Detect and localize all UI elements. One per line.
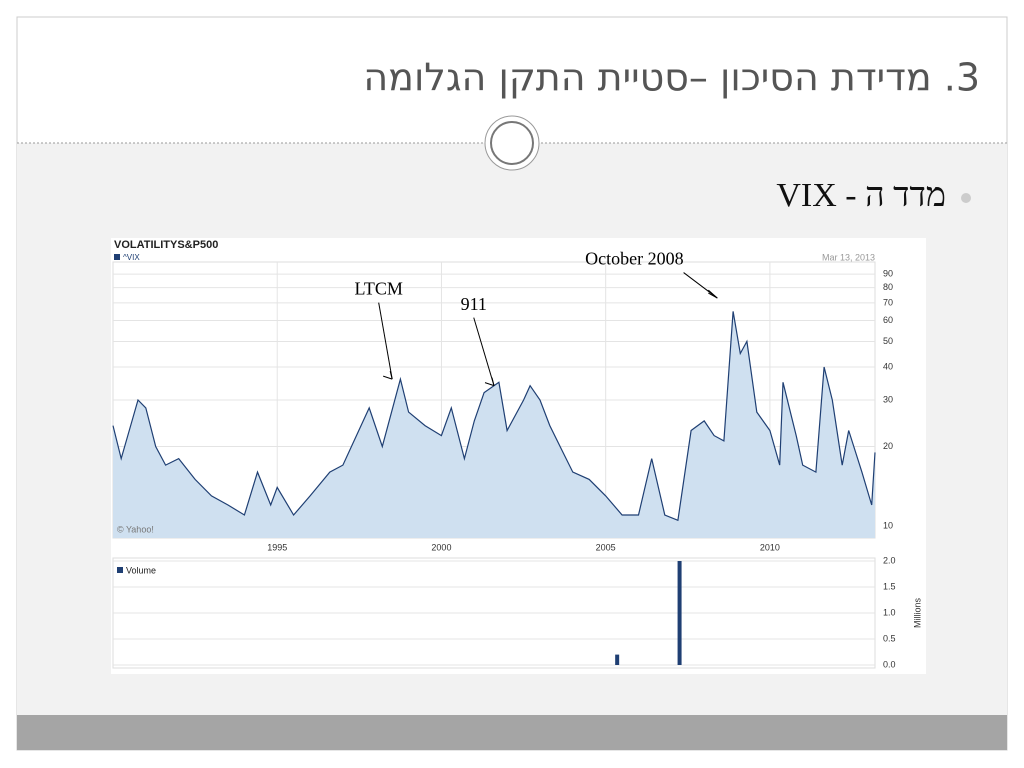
- x-tick-label: 2010: [760, 542, 780, 552]
- annotation-arrow: [378, 302, 393, 380]
- y-tick-label: 90: [883, 268, 893, 278]
- y-tick-label: 50: [883, 336, 893, 346]
- x-tick-label: 1995: [267, 542, 287, 552]
- y-tick-label: 40: [883, 361, 893, 371]
- legend-label: ^VIX: [123, 253, 140, 262]
- line: [112, 311, 876, 522]
- y-tick-label: 60: [883, 315, 893, 325]
- y-tick-label: 80: [883, 282, 893, 292]
- y-tick-label: 30: [883, 394, 893, 404]
- legend-swatch: [114, 254, 120, 260]
- legend-swatch: [117, 567, 123, 573]
- y-tick-label: 0.5: [883, 633, 896, 643]
- y-tick-label: 1.5: [883, 581, 896, 591]
- annotation: 911: [461, 294, 487, 314]
- annotation-arrow: [683, 272, 718, 299]
- y-tick-label: 1.0: [883, 607, 896, 617]
- y-tick-label: 0.0: [883, 659, 896, 669]
- divider-circle-inner: [490, 121, 534, 165]
- bar: [615, 654, 620, 665]
- chart: 1995 2000 2005 2010102030405060708090^VIXVO…: [112, 239, 922, 669]
- footer-bar: [17, 715, 1007, 750]
- annotation: LTCM: [355, 279, 403, 299]
- arrow-head: [484, 377, 495, 387]
- x-tick-label: 2000: [431, 542, 451, 552]
- bullet-text: מדד ה - VIX: [776, 177, 946, 214]
- x-tick-label: 2005: [596, 542, 616, 552]
- chart-title: VOLATILITYS&P500: [114, 239, 218, 251]
- arrow-head: [383, 370, 393, 380]
- y-tick-label: 70: [883, 297, 893, 307]
- area: [113, 311, 875, 538]
- chart-date: Mar 13, 2013: [822, 252, 875, 262]
- arrow-head: [708, 289, 718, 299]
- credit: © Yahoo!: [117, 524, 154, 534]
- y-tick-label: 10: [883, 520, 893, 530]
- y-tick-label: 2.0: [883, 555, 896, 565]
- bar: [677, 561, 682, 665]
- slide-title: 3. מדידת הסיכון –סטיית התקן הגלומה: [363, 56, 980, 100]
- annotation: October 2008: [585, 249, 683, 269]
- annotation-arrow: [473, 317, 495, 386]
- legend-label: Volume: [126, 565, 156, 575]
- y-tick-label: 20: [883, 441, 893, 451]
- y-axis-label: Millions: [912, 598, 922, 629]
- bullet-dot: [961, 193, 971, 203]
